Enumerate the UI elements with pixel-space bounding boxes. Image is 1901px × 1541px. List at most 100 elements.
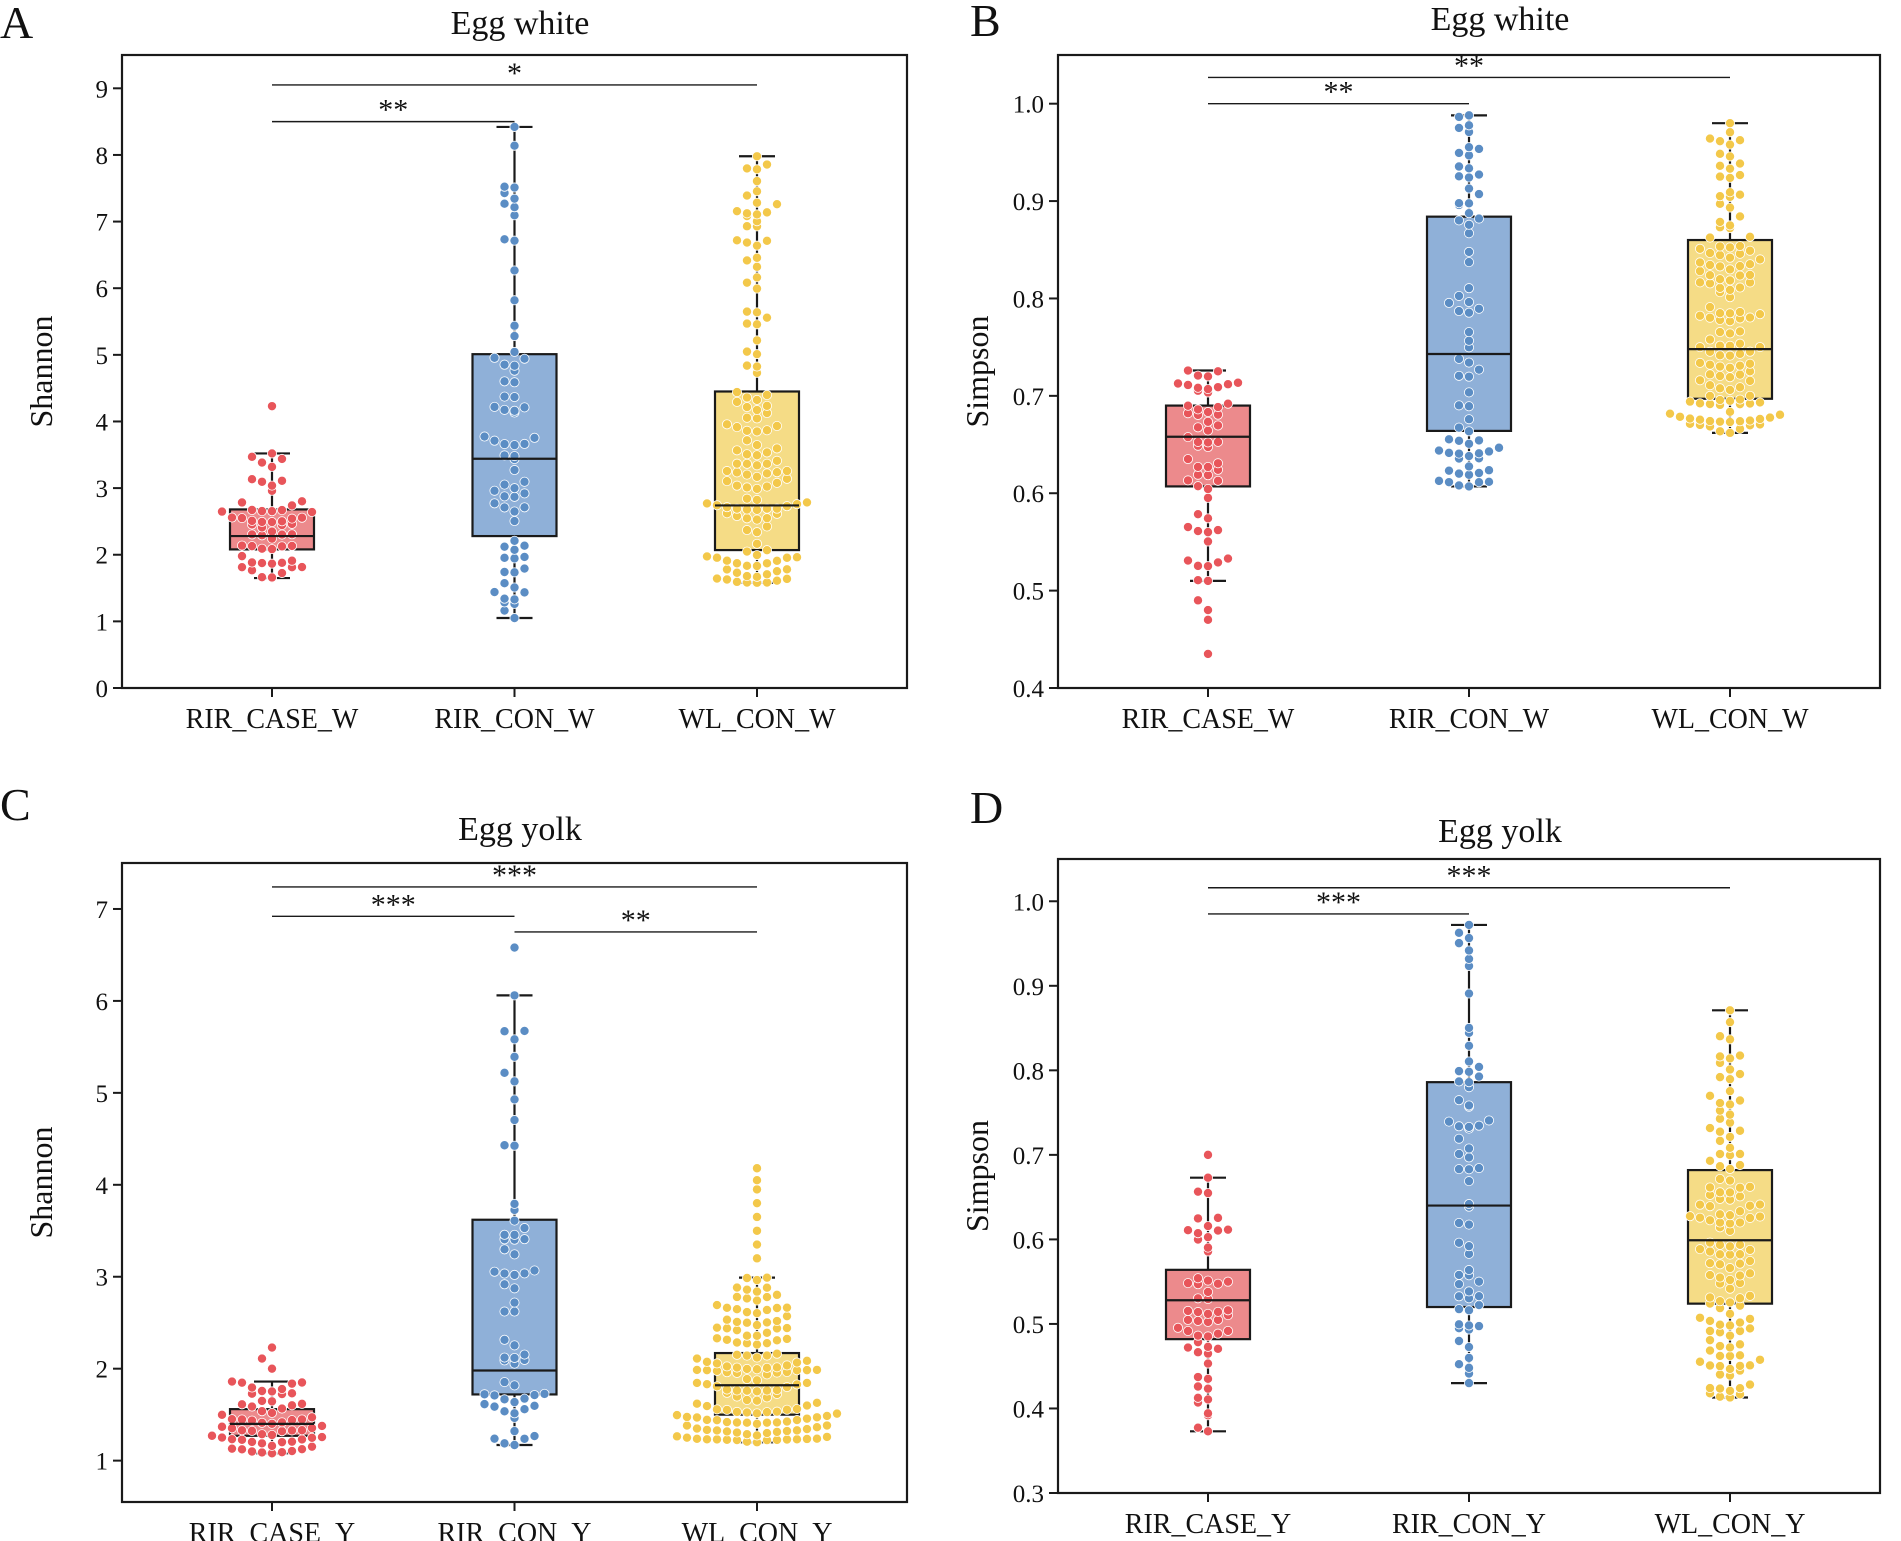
data-point — [256, 1353, 267, 1364]
data-point — [246, 529, 257, 540]
y-tick-label: 0.6 — [1013, 481, 1044, 508]
data-point — [1745, 1360, 1756, 1371]
data-point — [1745, 375, 1756, 386]
data-point — [1705, 1383, 1716, 1394]
data-point — [742, 1317, 753, 1328]
data-point — [509, 1094, 520, 1105]
data-point — [792, 552, 803, 563]
data-point — [1454, 480, 1465, 491]
data-point — [1735, 261, 1746, 272]
data-point — [1203, 1383, 1214, 1394]
panel-letter: A — [0, 0, 33, 48]
data-point — [1735, 270, 1746, 281]
data-point — [276, 1447, 287, 1458]
data-point — [1725, 328, 1736, 339]
data-point — [1444, 434, 1455, 445]
data-point — [1464, 426, 1475, 437]
data-point — [752, 1308, 763, 1319]
data-point — [1193, 1186, 1204, 1197]
data-point — [742, 190, 753, 201]
data-point — [742, 458, 753, 469]
data-point — [1203, 492, 1214, 503]
data-point — [732, 458, 743, 469]
y-tick-label: 5 — [96, 343, 109, 370]
y-tick-label: 0 — [96, 676, 109, 703]
y-tick-label: 1.0 — [1013, 92, 1044, 119]
data-point — [752, 504, 763, 515]
data-point — [1725, 1351, 1736, 1362]
data-point — [742, 208, 753, 219]
data-point — [752, 1386, 763, 1397]
plot-frame — [1056, 53, 1882, 690]
data-point — [509, 506, 520, 517]
data-point — [762, 1292, 773, 1303]
data-point — [752, 394, 763, 405]
data-point — [792, 1425, 803, 1436]
data-point — [1725, 1320, 1736, 1331]
data-point — [1715, 1187, 1726, 1198]
data-point — [509, 594, 520, 605]
data-point — [509, 1439, 520, 1450]
data-point — [752, 1253, 763, 1264]
data-point — [752, 335, 763, 346]
data-point — [499, 1279, 510, 1290]
data-point — [1464, 1362, 1475, 1373]
data-point — [762, 207, 773, 218]
y-axis-label: Simpson — [959, 1120, 995, 1232]
data-point — [499, 359, 510, 370]
data-point — [246, 1401, 257, 1412]
data-point — [1464, 401, 1475, 412]
data-point — [742, 482, 753, 493]
data-point — [752, 1364, 763, 1375]
data-point — [286, 500, 297, 511]
data-point — [296, 1398, 307, 1409]
data-point — [1203, 575, 1214, 586]
data-point — [1755, 1199, 1766, 1210]
data-point — [1725, 118, 1736, 129]
data-point — [772, 1348, 783, 1359]
data-point — [1695, 257, 1706, 268]
data-point — [762, 1327, 773, 1338]
x-category-label: WL_CON_Y — [1655, 1509, 1806, 1540]
data-point — [1695, 1244, 1706, 1255]
data-point — [742, 1272, 753, 1283]
data-point — [762, 390, 773, 401]
data-point — [752, 197, 763, 208]
data-point — [752, 1408, 763, 1419]
data-point — [216, 1409, 227, 1420]
data-point — [509, 346, 520, 357]
data-point — [1745, 358, 1756, 369]
data-point — [1474, 303, 1485, 314]
y-tick-label: 1 — [96, 609, 109, 636]
data-point — [316, 1432, 327, 1443]
data-point — [1203, 1308, 1214, 1319]
data-point — [742, 392, 753, 403]
data-point — [732, 387, 743, 398]
data-point — [1685, 1211, 1696, 1222]
data-point — [1464, 933, 1475, 944]
data-point — [1454, 370, 1465, 381]
y-tick-label: 0.4 — [1013, 1396, 1045, 1423]
data-point — [752, 460, 763, 471]
data-point — [276, 505, 287, 516]
data-point — [499, 1306, 510, 1317]
data-point — [1745, 415, 1756, 426]
data-point — [1725, 151, 1736, 162]
data-point — [1203, 1149, 1214, 1160]
x-category-label: RIR_CON_W — [434, 704, 595, 735]
data-point — [1464, 438, 1475, 449]
data-point — [1735, 1317, 1746, 1328]
box-group-RIR_CON_Y — [471, 942, 558, 1450]
data-point — [1464, 1305, 1475, 1316]
data-point — [499, 1334, 510, 1345]
data-point — [1705, 248, 1716, 259]
data-point — [1464, 988, 1475, 999]
data-point — [742, 1395, 753, 1406]
data-point — [499, 234, 510, 245]
data-point — [742, 513, 753, 524]
data-point — [1454, 468, 1465, 479]
data-point — [1725, 427, 1736, 438]
data-point — [1213, 382, 1224, 393]
data-point — [509, 1380, 520, 1391]
data-point — [1464, 297, 1475, 308]
